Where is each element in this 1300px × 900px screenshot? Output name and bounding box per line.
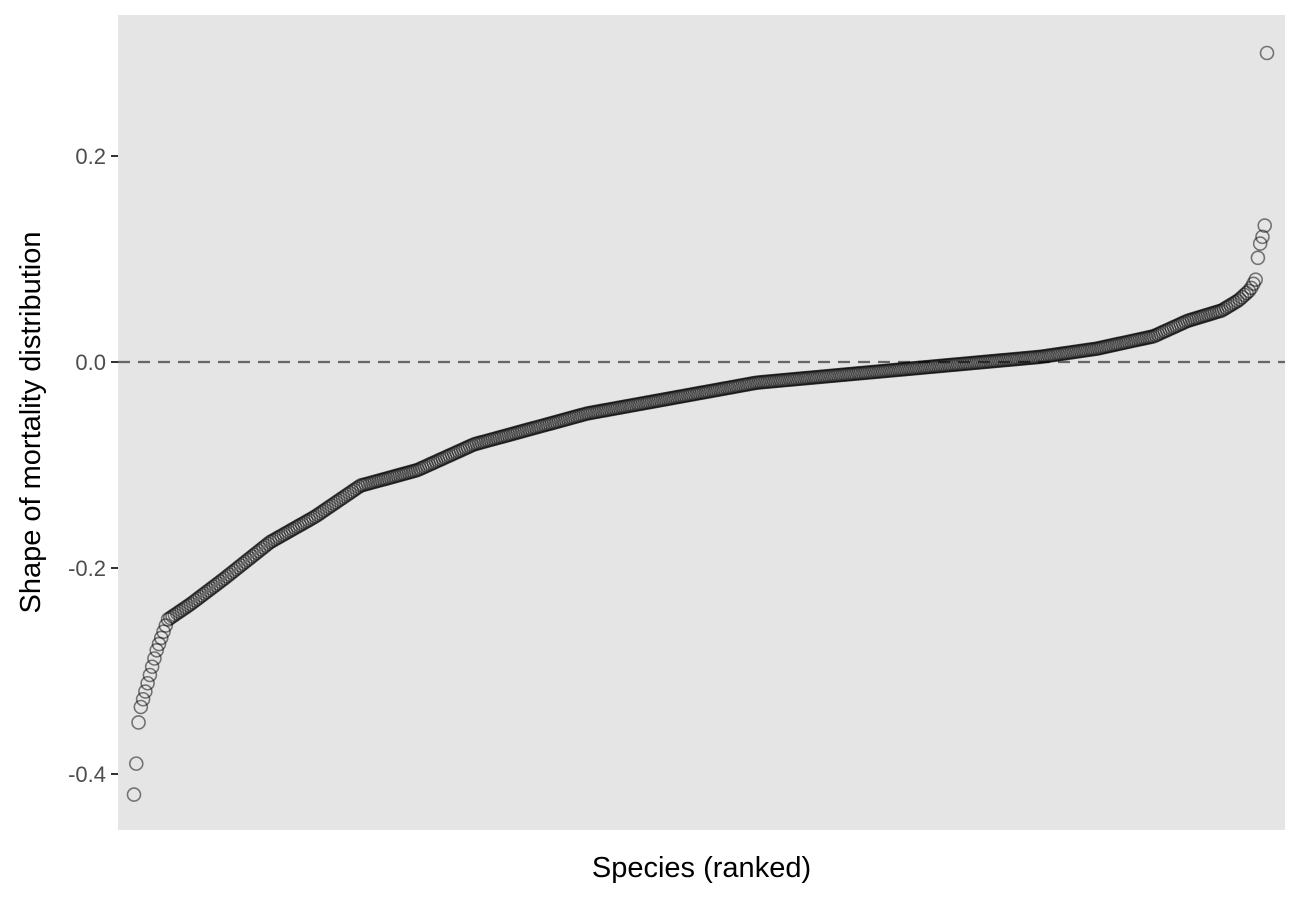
data-point: [151, 636, 167, 652]
data-point: [128, 756, 144, 771]
data-point: [126, 787, 142, 802]
data-point: [1257, 218, 1273, 233]
data-point: [1250, 250, 1266, 266]
data-point: [133, 699, 149, 715]
x-axis-title: Species (ranked): [592, 852, 811, 884]
data-point: [1259, 45, 1275, 61]
data-point: [158, 618, 174, 633]
data-points: [126, 45, 1275, 802]
data-point: [156, 624, 171, 640]
data-point: [131, 715, 146, 730]
y-axis: -0.4 -0.2 0.0 0.2: [68, 144, 118, 787]
data-point: [138, 684, 153, 699]
data-point: [142, 667, 158, 683]
y-tick-label: -0.4: [68, 762, 106, 787]
plot-panel: [118, 15, 1285, 830]
data-point: [1252, 236, 1268, 251]
data-point: [1239, 285, 1254, 301]
data-point: [140, 675, 155, 691]
data-point: [144, 659, 160, 675]
data-point: [147, 651, 162, 666]
y-axis-title: Shape of mortality distribution: [15, 231, 47, 613]
data-point: [1248, 272, 1263, 287]
data-point: [135, 691, 151, 707]
y-tick-label: 0.2: [75, 144, 106, 169]
data-point: [153, 630, 169, 646]
y-tick-label: -0.2: [68, 556, 106, 581]
y-tick-label: 0.0: [75, 350, 106, 375]
data-point: [1241, 283, 1257, 299]
data-point: [149, 642, 165, 658]
data-point: [1255, 229, 1270, 245]
